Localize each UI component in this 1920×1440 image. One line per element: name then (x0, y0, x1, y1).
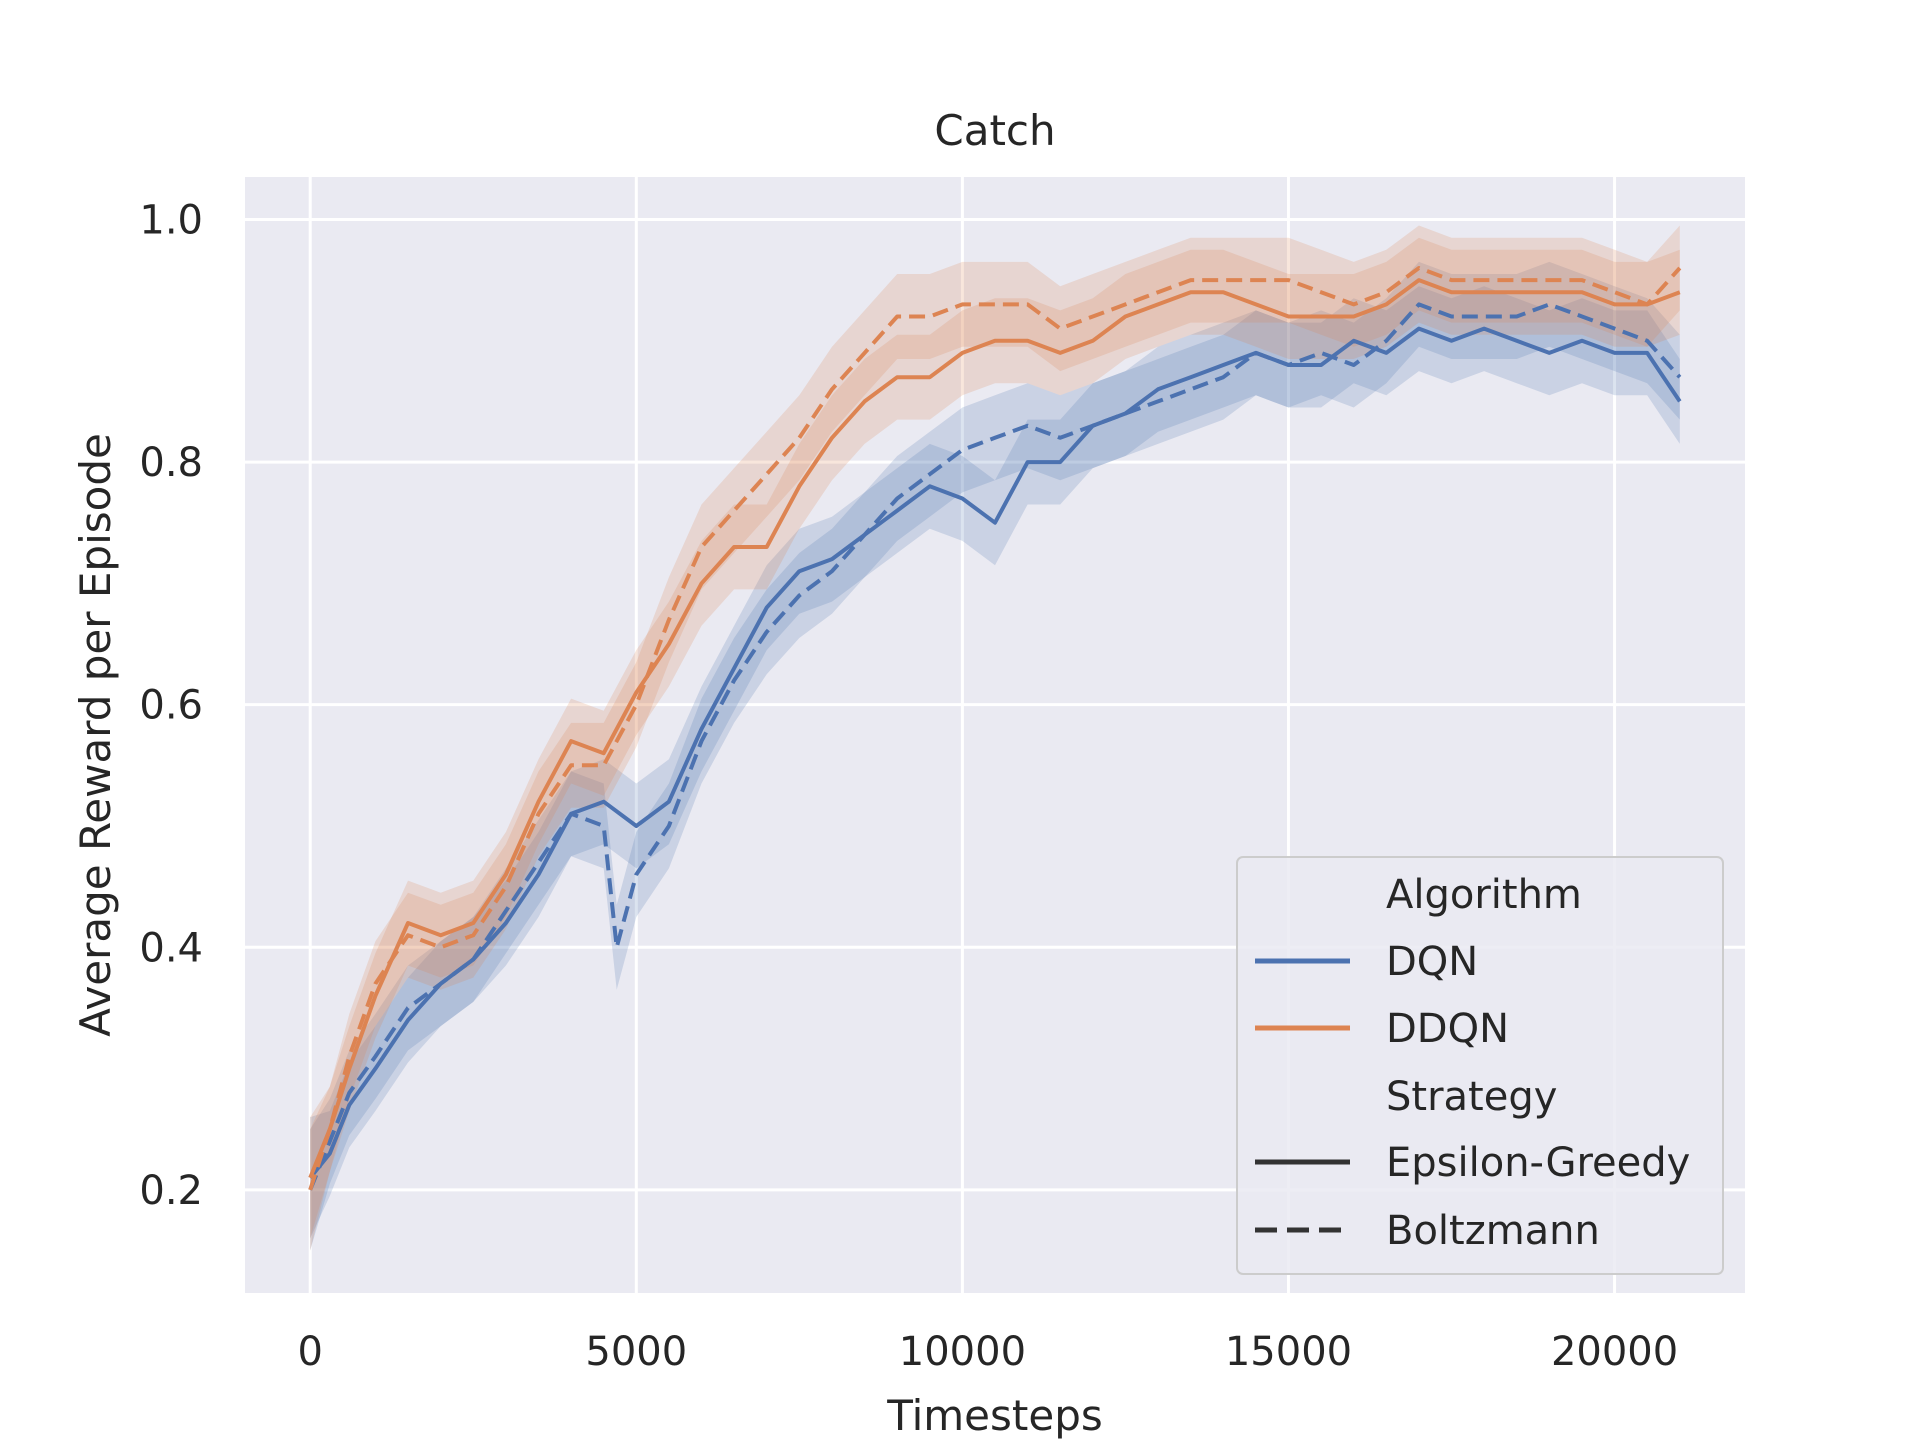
y-tick-label: 1.0 (139, 197, 203, 243)
legend-box (1236, 856, 1724, 1275)
confidence-band (310, 286, 1680, 1239)
plot-area (245, 177, 1745, 1293)
y-axis-ticks: 0.2 0.4 0.6 0.8 1.0 (139, 197, 203, 1213)
series-lines (308, 266, 1682, 1191)
y-axis-label: Average Reward per Episode (71, 433, 120, 1037)
legend-label-ddqn: DDQN (1386, 1006, 1509, 1052)
series-line-dqn-epsilon-greedy (308, 326, 1682, 1180)
legend-label-dqn: DQN (1386, 939, 1478, 985)
y-tick-label: 0.8 (139, 440, 203, 486)
confidence-band (310, 237, 1680, 1239)
x-axis-label: Timesteps (886, 1391, 1103, 1440)
legend-header-strategy: Strategy (1386, 1074, 1557, 1120)
confidence-band (310, 261, 1680, 1251)
series-line-ddqn-epsilon-greedy (308, 278, 1681, 1179)
x-axis-ticks: 0 5000 10000 15000 20000 (297, 1329, 1678, 1375)
chart-title: Catch (934, 106, 1055, 155)
y-tick-label: 0.4 (139, 925, 203, 971)
series-line-dqn-boltzmann (308, 302, 1682, 1191)
legend-header-algorithm: Algorithm (1386, 872, 1582, 918)
legend: Algorithm DQN DDQN Strategy Epsilon-Gree… (1236, 856, 1724, 1275)
legend-label-boltzmann: Boltzmann (1386, 1208, 1600, 1254)
x-tick-label: 10000 (899, 1329, 1026, 1375)
y-tick-label: 0.6 (139, 683, 203, 729)
confidence-bands (310, 225, 1680, 1251)
x-tick-label: 0 (297, 1329, 322, 1375)
x-tick-label: 5000 (585, 1329, 687, 1375)
series-line-ddqn-boltzmann (308, 266, 1682, 1191)
x-tick-label: 15000 (1225, 1329, 1352, 1375)
legend-label-epsilon-greedy: Epsilon-Greedy (1386, 1140, 1690, 1186)
x-tick-label: 20000 (1551, 1329, 1678, 1375)
y-tick-label: 0.2 (139, 1168, 203, 1214)
confidence-band (310, 225, 1680, 1251)
